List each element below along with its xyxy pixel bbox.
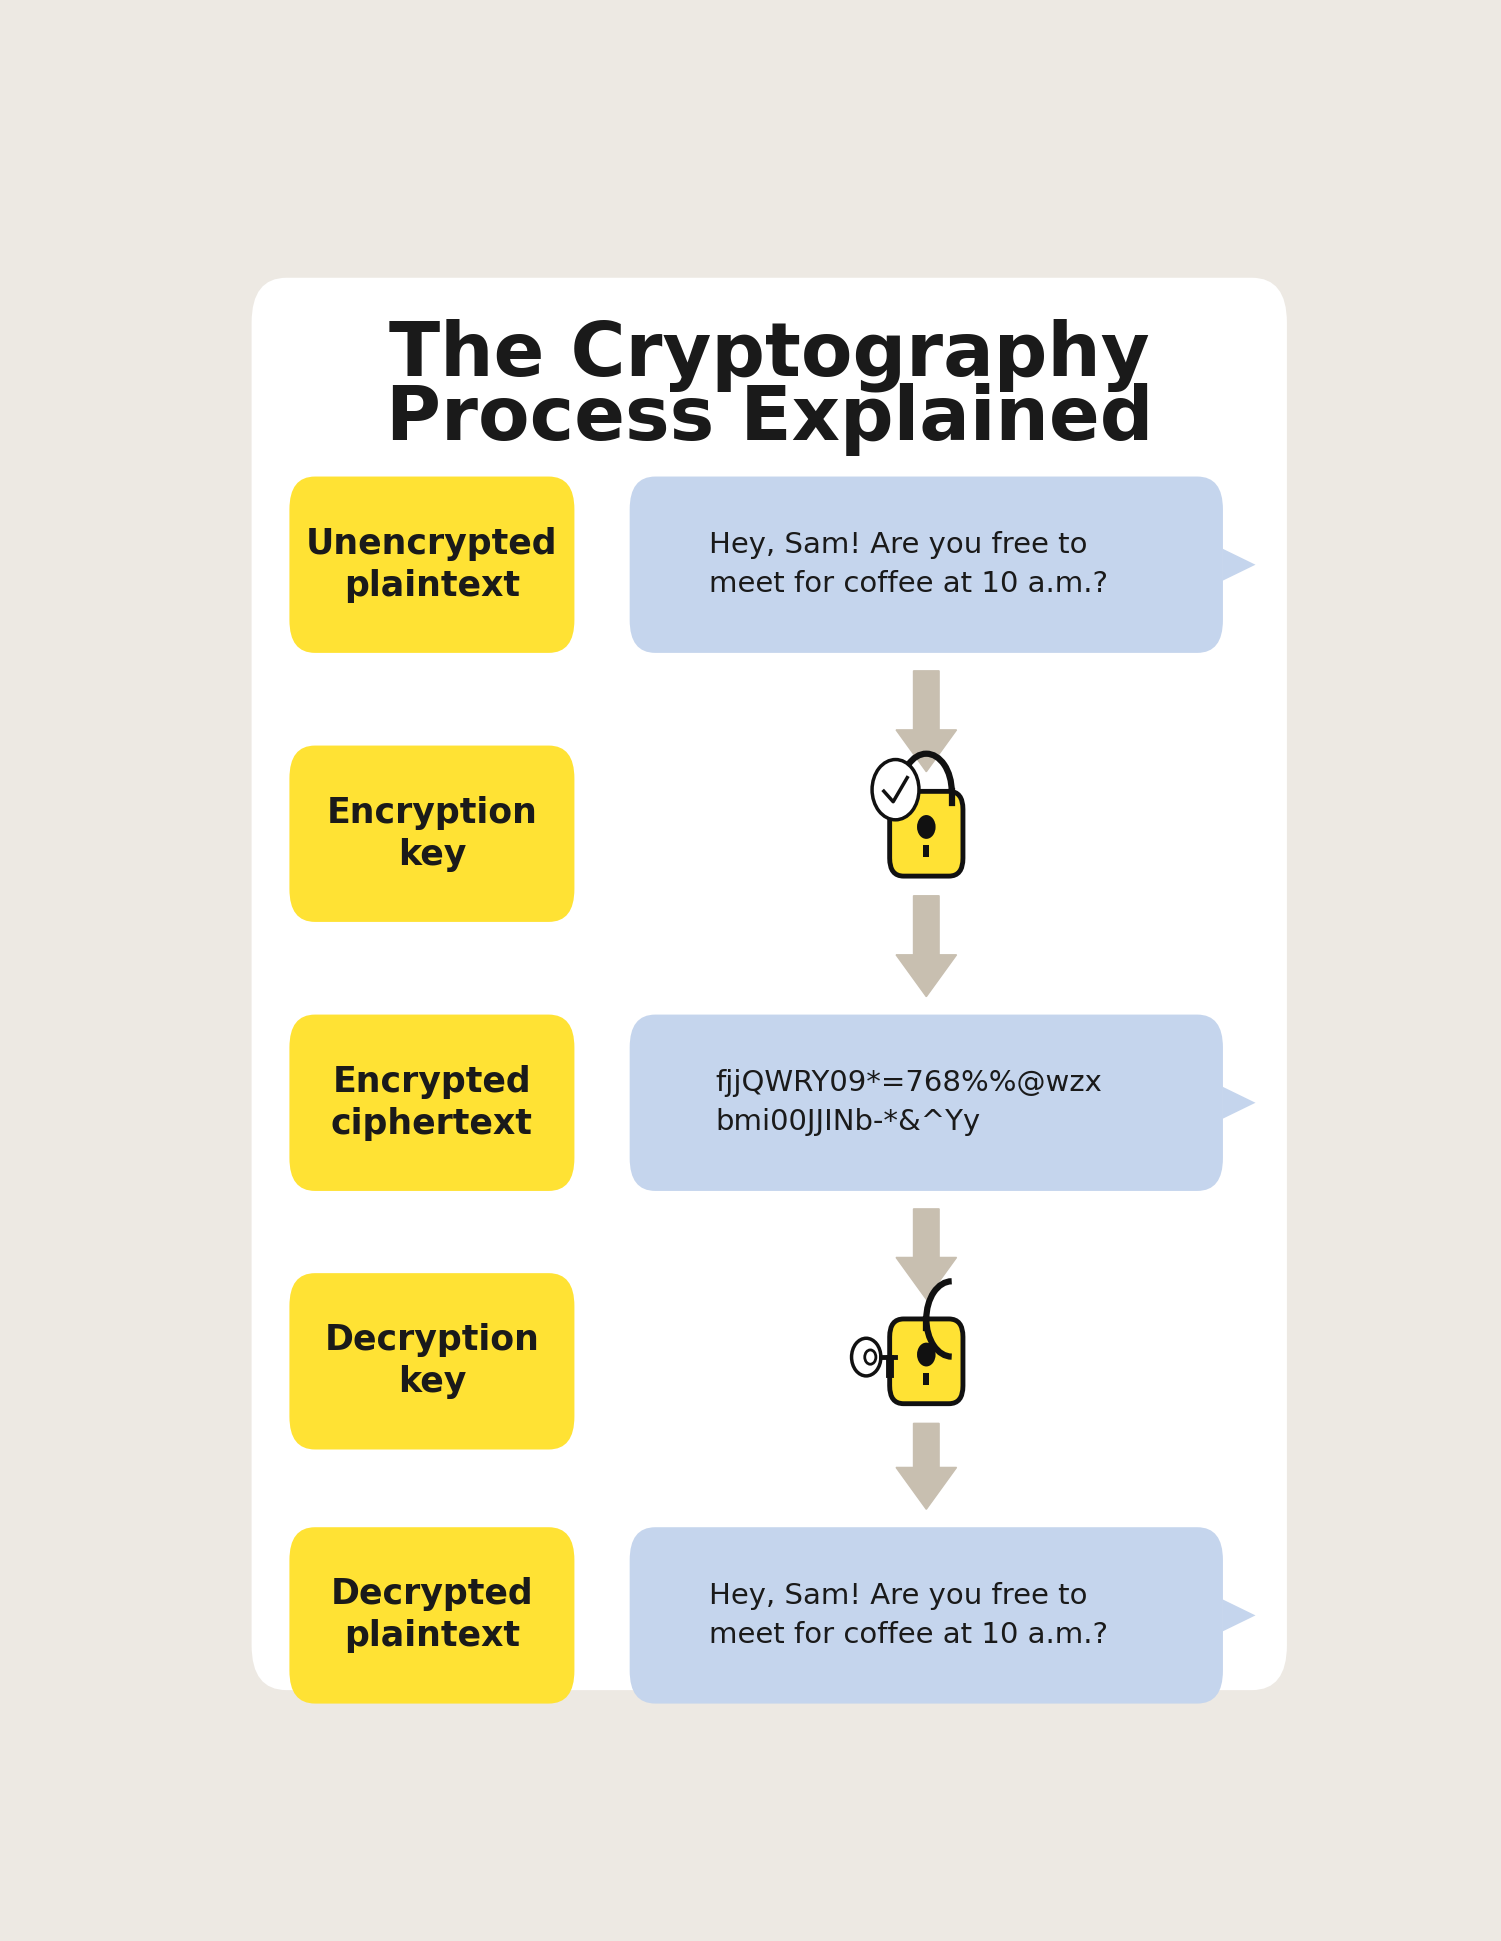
Circle shape [872, 759, 919, 819]
Bar [923, 1372, 929, 1386]
FancyBboxPatch shape [630, 477, 1223, 652]
FancyBboxPatch shape [290, 1015, 575, 1192]
FancyBboxPatch shape [630, 1528, 1223, 1704]
Text: Process Explained: Process Explained [386, 382, 1153, 456]
Polygon shape [1223, 1599, 1255, 1630]
Text: Encryption
key: Encryption key [327, 796, 537, 872]
FancyArrow shape [896, 895, 956, 996]
FancyBboxPatch shape [290, 1528, 575, 1704]
FancyBboxPatch shape [890, 1320, 964, 1403]
Text: Hey, Sam! Are you free to
meet for coffee at 10 a.m.?: Hey, Sam! Are you free to meet for coffe… [710, 532, 1108, 598]
Text: The Cryptography: The Cryptography [389, 318, 1150, 392]
Bar [923, 844, 929, 858]
Circle shape [917, 815, 935, 839]
FancyBboxPatch shape [290, 1273, 575, 1450]
FancyBboxPatch shape [290, 745, 575, 922]
Polygon shape [1223, 549, 1255, 580]
FancyArrow shape [896, 1209, 956, 1299]
Polygon shape [1223, 1087, 1255, 1118]
FancyBboxPatch shape [630, 1015, 1223, 1192]
Circle shape [851, 1337, 881, 1376]
Text: fjjQWRY09*=768%%@wzx
bmi00JJINb-*&^Yy: fjjQWRY09*=768%%@wzx bmi00JJINb-*&^Yy [716, 1069, 1102, 1135]
FancyBboxPatch shape [252, 278, 1286, 1691]
Text: Decryption
key: Decryption key [324, 1324, 539, 1399]
Text: Hey, Sam! Are you free to
meet for coffee at 10 a.m.?: Hey, Sam! Are you free to meet for coffe… [710, 1582, 1108, 1650]
FancyBboxPatch shape [890, 792, 964, 875]
Circle shape [865, 1349, 877, 1365]
Text: Decrypted
plaintext: Decrypted plaintext [330, 1578, 533, 1654]
FancyArrow shape [896, 1423, 956, 1510]
FancyArrow shape [896, 672, 956, 773]
Text: Unencrypted
plaintext: Unencrypted plaintext [306, 526, 558, 604]
Circle shape [917, 1343, 935, 1366]
FancyBboxPatch shape [290, 477, 575, 652]
Text: Encrypted
ciphertext: Encrypted ciphertext [332, 1066, 533, 1141]
